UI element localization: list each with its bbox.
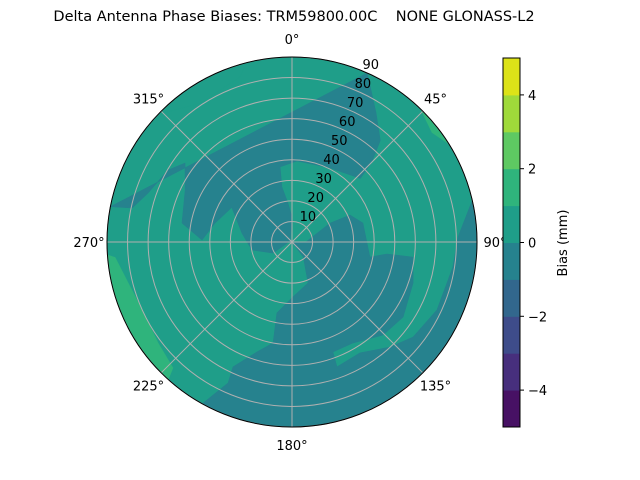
colorbar-band xyxy=(503,131,520,170)
theta-tick-label: 315° xyxy=(133,93,164,108)
theta-tick-label: 180° xyxy=(276,439,307,454)
colorbar-band xyxy=(503,316,520,354)
colorbar-band xyxy=(503,168,520,207)
r-tick-label: 30 xyxy=(315,172,332,187)
colorbar-label: Bias (mm) xyxy=(556,210,571,277)
r-tick-label: 60 xyxy=(339,115,356,130)
contour-region-0 xyxy=(109,72,381,254)
theta-gridline-5 xyxy=(160,241,293,374)
polar-frame xyxy=(106,56,478,428)
r-tick-label: 40 xyxy=(323,153,340,168)
theta-gridline-7 xyxy=(160,110,293,243)
r-tick-label: 50 xyxy=(331,134,348,149)
colorbar-tick-label: 0 xyxy=(528,237,536,252)
r-tick-label: 10 xyxy=(300,210,317,225)
colorbar-band xyxy=(503,390,520,428)
theta-tick-label: 270° xyxy=(73,236,104,251)
colorbar-tick-label: −4 xyxy=(528,384,547,399)
chart-title: Delta Antenna Phase Biases: TRM59800.00C… xyxy=(53,9,535,25)
colorbar-band xyxy=(503,205,520,243)
theta-tick-label: 0° xyxy=(285,33,300,48)
colorbar-band xyxy=(503,58,520,96)
theta-tick-label: 225° xyxy=(133,380,164,395)
colorbar-tick-label: 2 xyxy=(528,163,536,178)
r-tick-label: 70 xyxy=(347,96,364,111)
r-tick-label: 90 xyxy=(363,58,380,73)
theta-gridline-1 xyxy=(291,110,424,243)
theta-tick-label: 90° xyxy=(483,236,506,251)
colorbar: −4 −2 0 2 4 Bias (mm) xyxy=(502,57,571,428)
theta-tick-label: 45° xyxy=(424,93,447,108)
colorbar-band xyxy=(503,279,520,317)
colorbar-tick-label: −2 xyxy=(528,310,547,325)
colorbar-band xyxy=(503,242,520,280)
colorbar-band xyxy=(503,94,520,133)
theta-tick-label: 135° xyxy=(420,380,451,395)
r-tick-label: 20 xyxy=(307,191,324,206)
colorbar-band xyxy=(503,353,520,391)
polar-plot-area: 0° 45° 90° 135° 180° 225° 270° 315° 10 20 30 40 50 60… xyxy=(73,33,506,454)
r-tick-label: 80 xyxy=(355,77,372,92)
theta-gridline-3 xyxy=(291,241,424,374)
colorbar-tick-label: 4 xyxy=(528,89,536,104)
